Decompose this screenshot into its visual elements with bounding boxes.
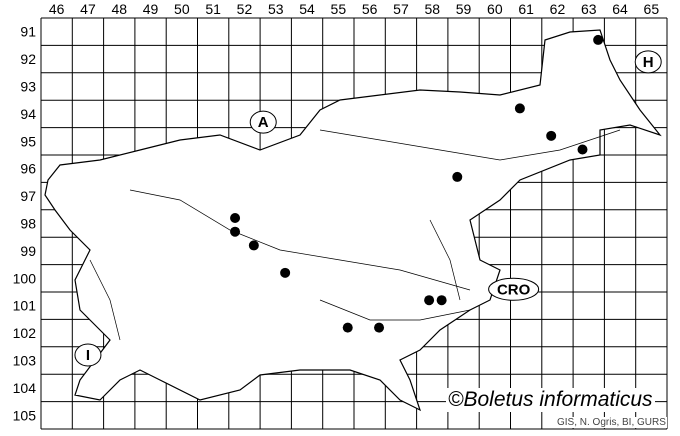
record-dot (436, 295, 447, 306)
column-label: 51 (205, 1, 221, 17)
row-label: 96 (20, 161, 36, 177)
record-dot (424, 295, 435, 306)
row-label: 105 (13, 407, 37, 423)
row-label: 95 (20, 133, 36, 149)
column-label: 60 (487, 1, 503, 17)
row-label: 97 (20, 188, 36, 204)
record-dot (374, 322, 385, 333)
record-dot (248, 240, 259, 251)
column-label: 57 (393, 1, 409, 17)
record-dot (452, 171, 463, 182)
row-label: 103 (13, 353, 37, 369)
country-label: A (258, 114, 269, 131)
column-label: 59 (456, 1, 472, 17)
column-label: 50 (174, 1, 190, 17)
record-dot (593, 34, 604, 45)
column-label: 46 (49, 1, 65, 17)
row-label: 98 (20, 216, 36, 232)
record-markers (230, 34, 604, 333)
record-dot (514, 103, 525, 114)
record-dot (546, 130, 557, 141)
row-label: 102 (13, 325, 37, 341)
river (429, 219, 461, 301)
row-label: 94 (20, 106, 36, 122)
data-source: GIS, N. Ogris, BI, GURS (556, 417, 667, 428)
row-label: 91 (20, 24, 36, 40)
column-labels: 46 47 48 49 50 51 52 53 54 55 56 57 58 59 60 61 62 63 64 65 (49, 1, 659, 17)
record-dot (230, 226, 241, 237)
row-label: 93 (20, 79, 36, 95)
column-label: 49 (143, 1, 159, 17)
column-label: 63 (581, 1, 597, 17)
record-dot (577, 144, 588, 155)
copyright-credit: ©Boletus informaticus (446, 388, 655, 412)
column-label: 64 (612, 1, 628, 17)
row-label: 92 (20, 51, 36, 67)
country-label-oval (249, 110, 277, 134)
column-label: 47 (80, 1, 96, 17)
country-label-oval (634, 50, 662, 74)
river (89, 259, 121, 341)
column-label: 54 (299, 1, 315, 17)
slovenia-border (44, 29, 662, 412)
column-label: 52 (237, 1, 253, 17)
country-label-oval (74, 343, 102, 367)
column-label: 62 (550, 1, 566, 17)
river (319, 299, 471, 321)
column-label: 61 (518, 1, 534, 17)
country-label: H (643, 54, 654, 71)
row-label: 99 (20, 243, 36, 259)
column-label: 48 (111, 1, 127, 17)
country-label-oval (488, 277, 540, 301)
column-label: 65 (644, 1, 660, 17)
row-labels: 91 92 93 94 95 96 97 98 99 100 101 102 103 104 105 (13, 24, 37, 424)
record-dot (342, 322, 353, 333)
river (319, 129, 621, 161)
country-labels: A H CRO I (74, 50, 662, 367)
column-label: 58 (424, 1, 440, 17)
row-label: 101 (13, 298, 37, 314)
country-label: I (86, 347, 90, 364)
country-label: CRO (497, 281, 531, 298)
river (129, 189, 471, 291)
record-dot (280, 267, 291, 278)
record-dot (230, 213, 241, 224)
row-label: 100 (13, 270, 37, 286)
column-label: 56 (362, 1, 378, 17)
column-label: 55 (331, 1, 347, 17)
country-border (44, 29, 662, 412)
column-label: 53 (268, 1, 284, 17)
row-label: 104 (13, 380, 37, 396)
